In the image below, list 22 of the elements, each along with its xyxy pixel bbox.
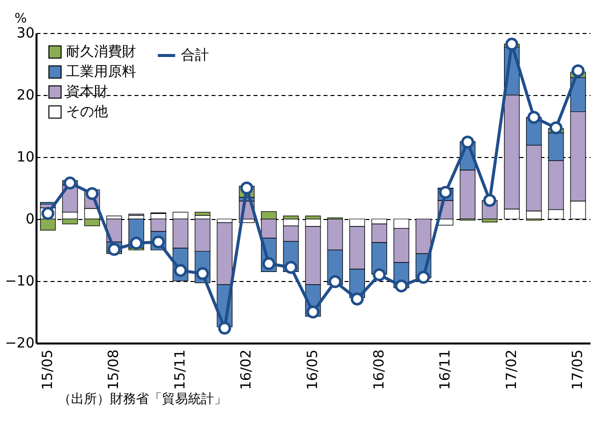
x-tick-label: 17/02 (504, 350, 520, 390)
legend-label: 工業用原料 (66, 64, 136, 80)
x-tick-label: 16/11 (438, 350, 454, 390)
x-tick-label: 16/02 (238, 350, 255, 390)
y-tick-label: 20 (16, 88, 34, 104)
legend-label: 耐久消費財 (66, 44, 136, 60)
y-tick-label: 10 (16, 150, 34, 166)
y-tick-label: 0 (26, 212, 34, 228)
legend-label: 資本財 (66, 84, 108, 100)
y-tick-label: −10 (4, 274, 34, 290)
y-tick-label: −20 (4, 336, 34, 352)
x-tick-label: 16/08 (371, 350, 388, 390)
x-tick-label: 15/05 (40, 350, 56, 390)
text: （出所）財務省「貿易統計」 (58, 392, 228, 408)
x-tick-label: 15/11 (172, 350, 188, 390)
x-tick-label: 16/05 (305, 350, 321, 390)
x-tick-label: 17/05 (570, 350, 586, 390)
x-tick-label: 15/08 (106, 350, 122, 390)
y-axis-title: % (14, 12, 27, 26)
y-tick-label: 30 (16, 26, 34, 42)
legend-label: 合計 (181, 48, 209, 64)
legend-label: その他 (66, 104, 108, 120)
